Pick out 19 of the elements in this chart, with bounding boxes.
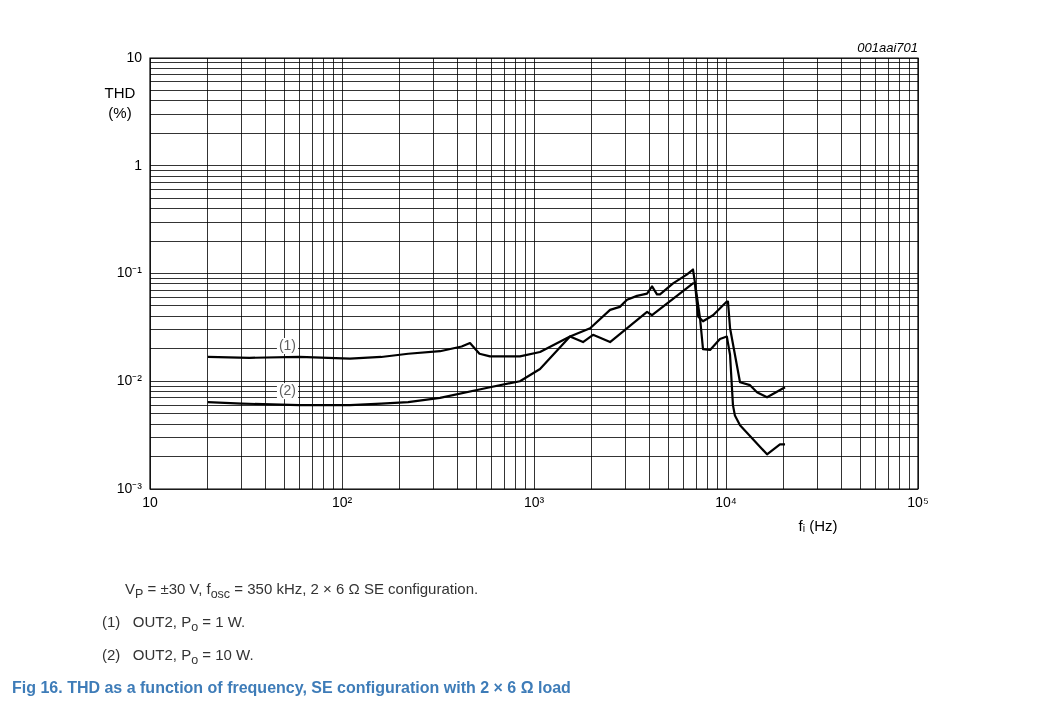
- y-tick-label: 10: [126, 48, 143, 65]
- x-tick-label: 10⁴: [715, 494, 737, 511]
- y-tick-label: 10⁻³: [116, 479, 143, 496]
- series-label: (2): [278, 381, 297, 398]
- y-tick-label: 1: [134, 156, 143, 173]
- x-tick-label: 10⁵: [907, 494, 929, 511]
- text: 001aai701: [857, 40, 918, 56]
- y-tick-label: 10⁻¹: [116, 264, 143, 281]
- series-label: (1): [278, 336, 297, 353]
- text: Fig 16. THD as a function of frequency, SE configuration with 2 × 6 Ω load: [11, 679, 572, 697]
- text: V$_{P}$ = ±30 V, f$_{osc}$ = 350 kHz, 2 × 6 Ω SE configuration.: [124, 580, 480, 601]
- text: (2) OUT2, P$_{o}$ = 10 W.: [101, 646, 255, 667]
- text: (1) OUT2, P$_{o}$ = 1 W.: [101, 613, 247, 634]
- x-tick-label: 10³: [523, 494, 545, 511]
- y-axis-title: THD (%): [104, 83, 136, 121]
- x-axis-title: fᵢ (Hz): [798, 516, 838, 534]
- y-tick-label: 10⁻²: [116, 372, 143, 389]
- x-tick-label: 10: [142, 494, 158, 511]
- x-tick-label: 10²: [331, 494, 353, 511]
